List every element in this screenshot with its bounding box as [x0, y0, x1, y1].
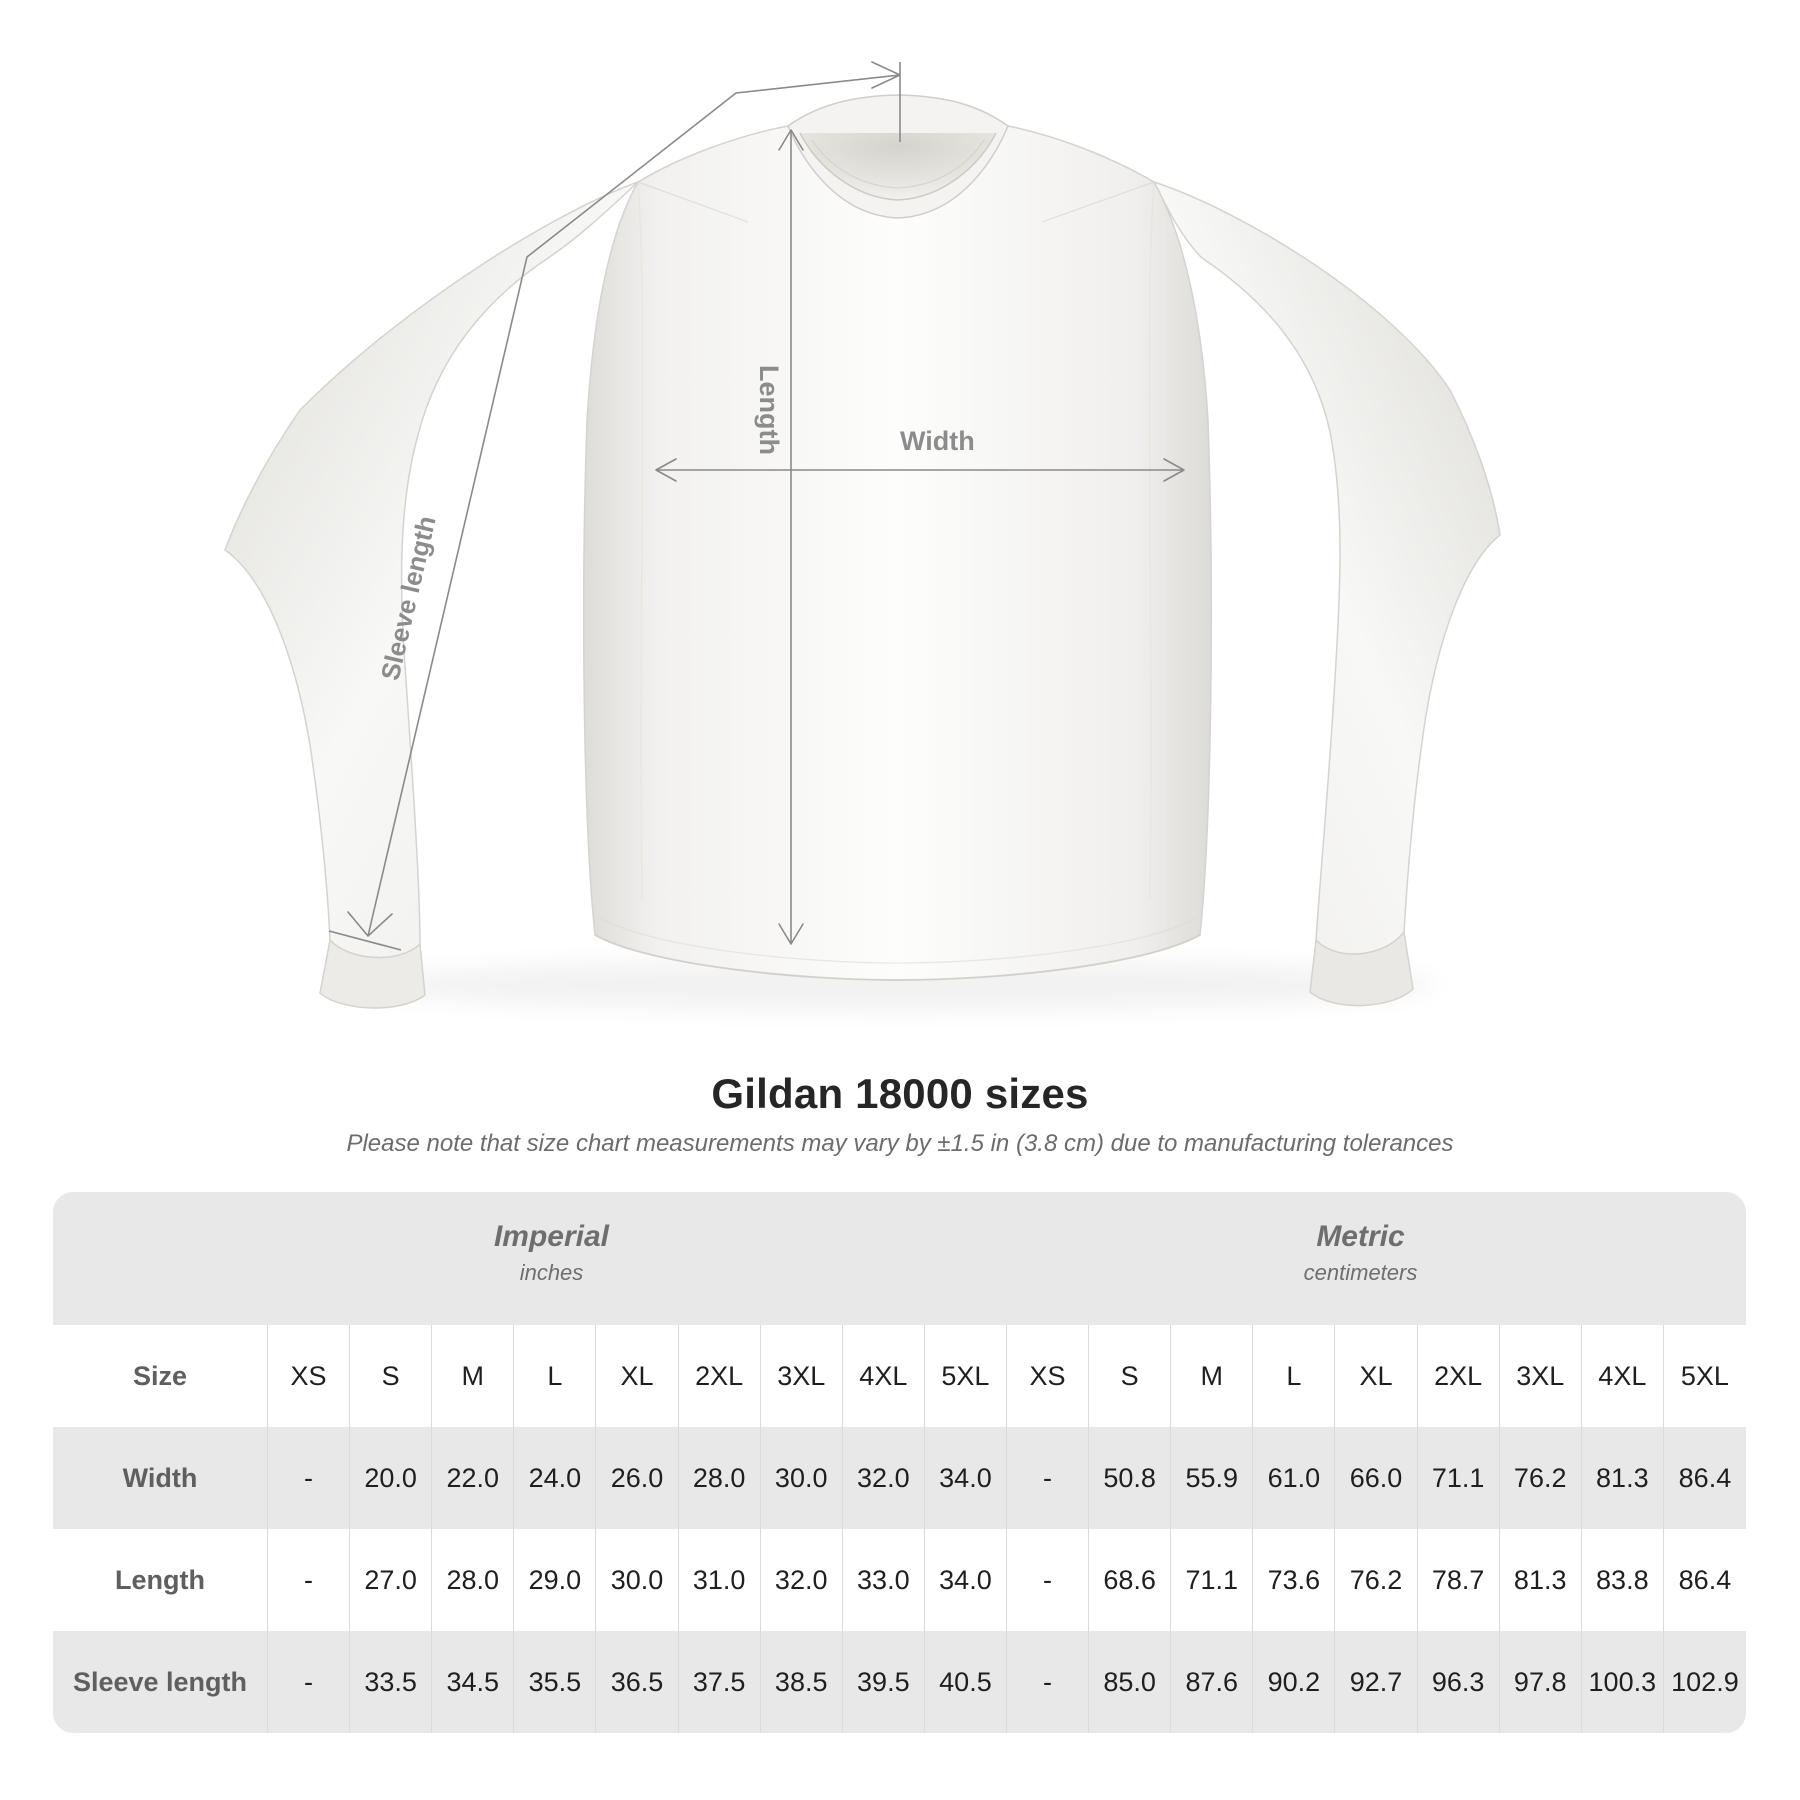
svg-text:Length: Length	[754, 365, 784, 455]
svg-text:Width: Width	[900, 426, 975, 456]
